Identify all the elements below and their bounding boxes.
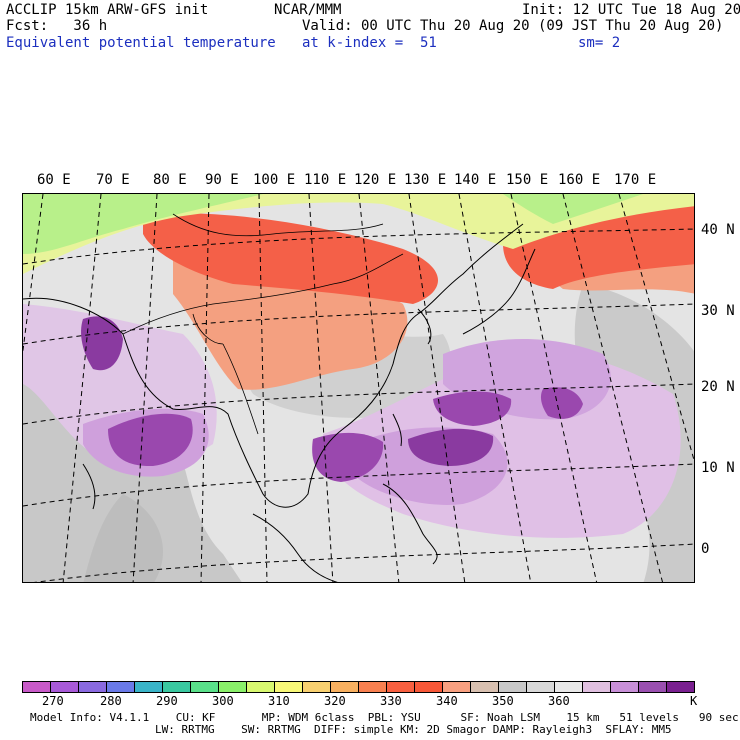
k-index-label: at k-index = 51 bbox=[302, 35, 437, 51]
organization: NCAR/MMM bbox=[274, 2, 342, 18]
lon-label: 100 E bbox=[253, 172, 296, 188]
colorbar-tick: 270 bbox=[42, 694, 64, 708]
lon-label: 70 E bbox=[96, 172, 130, 188]
colorbar-swatch bbox=[527, 682, 555, 692]
lon-label: 60 E bbox=[37, 172, 71, 188]
colorbar-swatch bbox=[359, 682, 387, 692]
colorbar-swatch bbox=[387, 682, 415, 692]
map-field bbox=[23, 194, 694, 582]
lon-label: 170 E bbox=[614, 172, 657, 188]
colorbar-swatch bbox=[191, 682, 219, 692]
colorbar-swatch bbox=[555, 682, 583, 692]
colorbar-swatch bbox=[471, 682, 499, 692]
lon-label: 160 E bbox=[558, 172, 601, 188]
colorbar-swatch bbox=[247, 682, 275, 692]
colorbar-swatch bbox=[443, 682, 471, 692]
colorbar-swatch bbox=[79, 682, 107, 692]
colorbar-tick: 280 bbox=[100, 694, 122, 708]
colorbar-swatch bbox=[499, 682, 527, 692]
lat-label: 0 bbox=[701, 541, 710, 557]
colorbar-swatch bbox=[583, 682, 611, 692]
colorbar-unit: K bbox=[690, 694, 698, 708]
model-title: ACCLIP 15km ARW-GFS init bbox=[6, 2, 209, 18]
colorbar-swatch bbox=[23, 682, 51, 692]
lon-label: 120 E bbox=[354, 172, 397, 188]
colorbar-swatch bbox=[639, 682, 667, 692]
lon-label: 140 E bbox=[454, 172, 497, 188]
field-name: Equivalent potential temperature bbox=[6, 35, 276, 51]
theta-e-map bbox=[22, 193, 695, 583]
colorbar-swatch bbox=[667, 682, 694, 692]
colorbar-swatch bbox=[275, 682, 303, 692]
forecast-hour: Fcst: 36 h bbox=[6, 18, 108, 34]
colorbar-tick: 340 bbox=[436, 694, 458, 708]
colorbar-tick: 330 bbox=[380, 694, 402, 708]
colorbar-swatch bbox=[135, 682, 163, 692]
lat-label: 10 N bbox=[701, 460, 735, 476]
colorbar-swatch bbox=[219, 682, 247, 692]
lat-label: 40 N bbox=[701, 222, 735, 238]
colorbar-swatch bbox=[303, 682, 331, 692]
lon-label: 90 E bbox=[205, 172, 239, 188]
colorbar-tick: 350 bbox=[492, 694, 514, 708]
colorbar-swatch bbox=[163, 682, 191, 692]
colorbar-swatch bbox=[107, 682, 135, 692]
colorbar-tick: 300 bbox=[212, 694, 234, 708]
lon-label: 150 E bbox=[506, 172, 549, 188]
colorbar-swatch bbox=[51, 682, 79, 692]
lat-label: 20 N bbox=[701, 379, 735, 395]
colorbar-tick: 320 bbox=[324, 694, 346, 708]
colorbar-tick: 310 bbox=[268, 694, 290, 708]
lat-label: 30 N bbox=[701, 303, 735, 319]
model-info-line1: Model Info: V4.1.1 CU: KF MP: WDM 6class… bbox=[30, 711, 739, 724]
colorbar-tick: 290 bbox=[156, 694, 178, 708]
colorbar-tick: 360 bbox=[548, 694, 570, 708]
colorbar bbox=[22, 681, 695, 693]
colorbar-swatch bbox=[415, 682, 443, 692]
colorbar-swatch bbox=[331, 682, 359, 692]
lon-label: 130 E bbox=[404, 172, 447, 188]
colorbar-swatch bbox=[611, 682, 639, 692]
lon-label: 80 E bbox=[153, 172, 187, 188]
smoothing-label: sm= 2 bbox=[578, 35, 621, 51]
model-info-line2: LW: RRTMG SW: RRTMG DIFF: simple KM: 2D … bbox=[155, 723, 672, 736]
init-time: Init: 12 UTC Tue 18 Aug 20 bbox=[522, 2, 740, 18]
valid-time: Valid: 00 UTC Thu 20 Aug 20 (09 JST Thu … bbox=[302, 18, 724, 34]
lon-label: 110 E bbox=[304, 172, 347, 188]
